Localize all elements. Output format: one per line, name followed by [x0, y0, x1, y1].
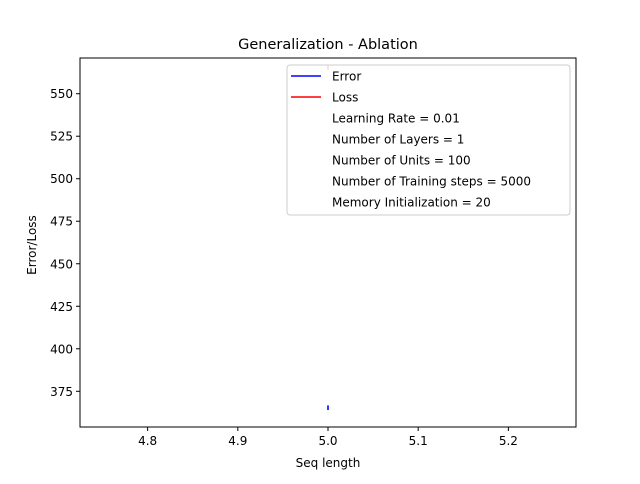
x-axis-label: Seq length: [296, 456, 361, 470]
y-tick-label: 525: [50, 130, 73, 144]
x-tick-label: 5.2: [499, 434, 518, 448]
x-tick-label: 5.1: [409, 434, 428, 448]
legend-entry: Memory Initialization = 20: [332, 196, 491, 210]
y-tick-label: 500: [50, 172, 73, 186]
x-tick-label: 5.0: [318, 434, 337, 448]
legend-box: [286, 64, 571, 216]
y-tick-label: 400: [50, 342, 73, 356]
legend: Error Loss Learning Rate = 0.01 Number of L…: [286, 64, 571, 216]
x-tick-label: 4.8: [138, 434, 157, 448]
legend-entry: Number of Layers = 1: [332, 133, 464, 147]
legend-entry: Learning Rate = 0.01: [332, 112, 460, 126]
plot-area: 4.8 4.9 5.0 5.1 5.2 375 400 425 450 475 500 525 550: [50, 57, 577, 448]
y-tick-label: 550: [50, 87, 73, 101]
y-tick-label: 475: [50, 215, 73, 229]
legend-label-error: Error: [332, 70, 361, 84]
legend-entry: Number of Training steps = 5000: [332, 175, 531, 189]
x-tick-label: 4.9: [228, 434, 247, 448]
y-tick-label: 450: [50, 257, 73, 271]
y-axis-label: Error/Loss: [25, 215, 39, 275]
legend-entry: Number of Units = 100: [332, 154, 471, 168]
y-tick-label: 425: [50, 300, 73, 314]
chart-title: Generalization - Ablation: [238, 37, 418, 53]
y-tick-label: 375: [50, 385, 73, 399]
legend-label-loss: Loss: [332, 91, 358, 105]
